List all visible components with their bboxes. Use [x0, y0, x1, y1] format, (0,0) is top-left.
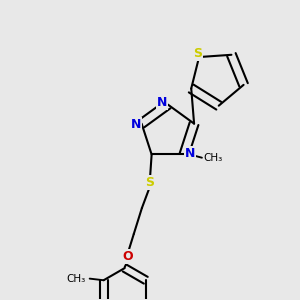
- Text: N: N: [185, 147, 195, 160]
- Text: S: S: [193, 47, 202, 60]
- Text: N: N: [157, 96, 167, 110]
- Text: O: O: [123, 250, 133, 263]
- Text: CH₃: CH₃: [203, 153, 223, 163]
- Text: S: S: [146, 176, 154, 189]
- Text: N: N: [130, 118, 141, 131]
- Text: CH₃: CH₃: [67, 274, 86, 284]
